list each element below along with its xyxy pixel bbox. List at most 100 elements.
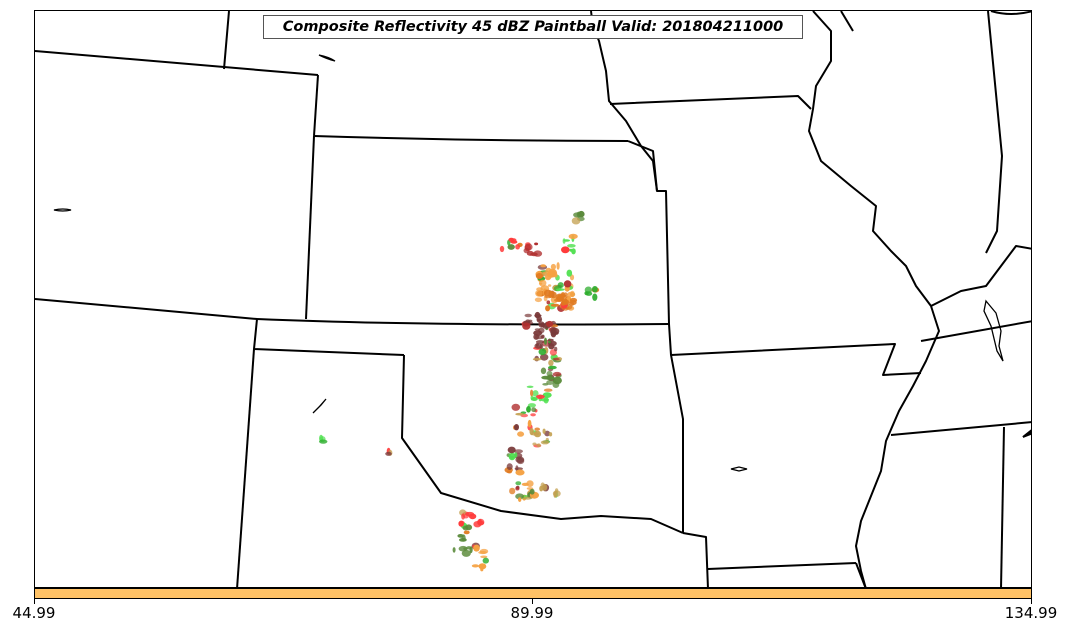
echo-blob: [569, 297, 578, 303]
echo-blob: [532, 357, 542, 361]
echo-blob: [592, 293, 598, 301]
il-in-border: [985, 11, 1003, 254]
echo-blob: [515, 481, 522, 486]
echo-blob: [540, 353, 549, 361]
echo-blob: [532, 390, 539, 397]
il-ky-ohio: [930, 245, 1031, 307]
echo-blob: [469, 546, 473, 554]
map-title: Composite Reflectivity 45 dBZ Paintball …: [263, 15, 803, 39]
lake-nm: [312, 398, 327, 414]
echo-blob: [473, 544, 480, 552]
echo-blob: [563, 239, 570, 242]
colorbar-tick-mark-2: [1031, 599, 1032, 604]
ne-ks-north: [313, 135, 629, 142]
echo-blob: [506, 470, 512, 474]
echo-blob: [534, 242, 539, 246]
echo-blob: [543, 289, 553, 297]
wy-mt-border: [35, 50, 319, 76]
echo-blob: [527, 419, 532, 428]
echo-blob: [554, 488, 559, 494]
echo-blob: [536, 287, 543, 292]
echo-blob: [509, 487, 516, 495]
echo-blob: [463, 530, 470, 535]
echo-blob: [550, 263, 557, 270]
echo-blob: [535, 273, 544, 279]
echo-blob: [555, 288, 565, 291]
echo-blob: [452, 547, 456, 553]
echo-blob: [592, 286, 598, 293]
echo-blob: [568, 233, 578, 240]
echo-blob: [548, 359, 554, 367]
echo-blob: [508, 452, 516, 461]
echo-blob: [566, 269, 573, 277]
echo-blob: [542, 428, 546, 434]
echo-blob: [524, 313, 532, 318]
mississippi-lower: [855, 305, 940, 587]
echo-blob: [511, 403, 521, 411]
lake-co: [53, 208, 72, 212]
co-ks-border: [305, 135, 315, 320]
echo-blob: [529, 488, 535, 495]
echo-blob: [561, 298, 568, 304]
echo-blob: [546, 320, 554, 328]
echo-blob: [477, 518, 482, 526]
lakes-reservoirs: [53, 54, 1031, 472]
echo-blob: [530, 389, 534, 397]
echo-blob: [523, 247, 530, 254]
wi-il-border: [840, 11, 854, 32]
echo-blob: [571, 248, 576, 255]
echo-blob: [552, 381, 560, 389]
echo-blob: [530, 413, 536, 417]
echo-blob: [526, 480, 534, 487]
echo-blob: [546, 380, 554, 385]
echo-blob: [461, 513, 465, 520]
echo-blob: [499, 245, 505, 253]
echo-blob: [538, 321, 545, 328]
echo-blob: [543, 396, 549, 404]
echo-blob: [540, 367, 547, 375]
echo-blob: [507, 446, 516, 454]
echo-blob: [465, 511, 475, 517]
lake-tx: [730, 466, 748, 472]
echo-blob: [514, 424, 519, 431]
echo-blob: [533, 330, 543, 336]
echo-blob: [516, 457, 525, 465]
echo-blob: [571, 217, 581, 225]
echo-blob: [543, 388, 553, 392]
echo-blob: [585, 291, 593, 296]
echo-blob: [527, 403, 537, 408]
echo-blob: [535, 340, 545, 344]
echo-blob: [543, 271, 546, 275]
echo-blob: [576, 211, 581, 218]
echo-blob: [461, 549, 471, 557]
echo-blob: [507, 244, 515, 250]
echo-blob: [544, 337, 547, 345]
echo-blob: [471, 564, 479, 568]
mo-river-nw: [590, 20, 658, 192]
echo-blob: [545, 305, 551, 312]
map-canvas: [35, 11, 1031, 587]
echo-blob: [557, 282, 564, 289]
echo-blob: [526, 406, 531, 413]
echo-blob: [547, 284, 552, 287]
colorbar-tick-label-min: 44.99: [12, 604, 56, 622]
tx-ar-la: [682, 532, 709, 587]
echo-blob: [554, 346, 558, 352]
echo-blob: [542, 392, 552, 398]
echo-blob: [514, 449, 523, 454]
echo-blob: [385, 451, 392, 456]
echo-blob: [547, 338, 554, 342]
echo-blob: [548, 343, 555, 350]
echo-blob: [538, 348, 547, 356]
colorbar-tick-mark-0: [34, 599, 35, 604]
echo-blob: [544, 430, 551, 437]
echo-blob: [535, 343, 539, 347]
echo-blob: [539, 485, 544, 492]
echo-blob: [552, 371, 562, 377]
tn-ms-border: [890, 421, 1031, 436]
colorbar-tick-label-mid: 89.99: [510, 604, 554, 622]
echo-blob: [459, 509, 467, 516]
echo-blob: [539, 279, 547, 287]
wy-sd-border: [223, 11, 230, 70]
echo-blob: [465, 524, 473, 531]
